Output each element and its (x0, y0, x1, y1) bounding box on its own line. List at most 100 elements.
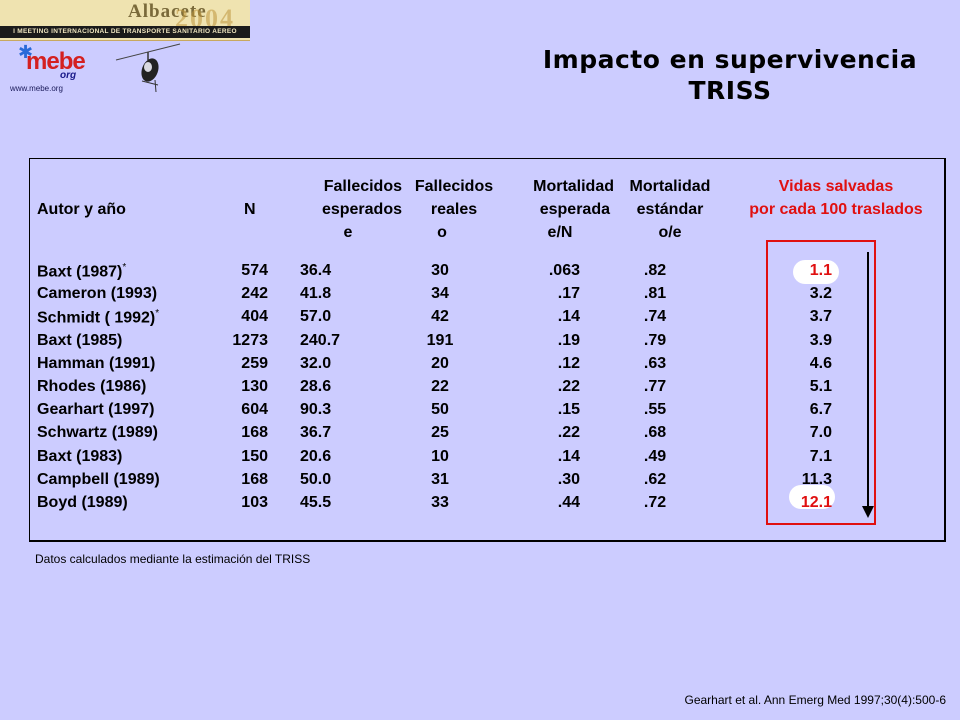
cell-n: 404 (241, 308, 268, 326)
cell-exp-mortality: .22 (557, 378, 580, 395)
cell-author: Baxt (1987)* (37, 262, 126, 281)
cell-std-mortality: .55 (643, 401, 667, 419)
cell-expected: 36.7 (300, 424, 332, 442)
results-table (29, 158, 946, 542)
cell-lives-saved: 3.7 (809, 308, 832, 326)
logo-suffix: org (60, 70, 77, 81)
helicopter-icon (115, 43, 181, 93)
cell-lives-saved: 12.1 (800, 494, 832, 511)
header-std-mortality-1: Mortalidad (629, 178, 711, 195)
header-real-1: Fallecidos (414, 178, 494, 195)
author-name: Schwartz (1989) (37, 424, 158, 442)
cell-lives-saved: 3.9 (809, 331, 832, 349)
cell-lives-saved: 7.0 (809, 424, 832, 442)
cell-std-mortality: .81 (643, 285, 667, 303)
cell-real: 191 (426, 331, 454, 349)
conference-banner: Albacete 2004 I MEETING INTERNACIONAL DE… (0, 0, 250, 41)
author-name: Schmidt ( 1992) (37, 309, 156, 327)
cell-std-mortality: .63 (643, 354, 667, 372)
author-name: Baxt (1987) (37, 263, 123, 281)
cell-author: Baxt (1985) (37, 332, 122, 350)
cell-exp-mortality: .44 (557, 494, 580, 511)
cell-author: Hamman (1991) (37, 355, 155, 373)
mebe-logo: ✱ mebe org www.mebe.org (8, 42, 98, 97)
cell-author: Schmidt ( 1992)* (37, 308, 159, 327)
slide-title: Impacto en supervivencia TRISS (500, 44, 960, 106)
cell-n: 150 (241, 447, 268, 465)
author-name: Gearhart (1997) (37, 401, 155, 419)
header-author: Autor y año (37, 201, 126, 218)
citation: Gearhart et al. Ann Emerg Med 1997;30(4)… (684, 693, 947, 707)
cell-n: 574 (241, 262, 268, 279)
cell-exp-mortality: .22 (557, 424, 580, 442)
cell-n: 168 (241, 470, 268, 488)
header-exp-mortality-1: Mortalidad (533, 178, 614, 195)
highlight-pill-first (793, 260, 839, 284)
cell-std-mortality: .82 (643, 262, 667, 279)
cell-std-mortality: .72 (643, 494, 667, 511)
cell-std-mortality: .68 (643, 424, 667, 442)
header-lives-saved-1: Vidas salvadas (778, 178, 894, 195)
cell-expected: 41.8 (300, 285, 332, 303)
cell-expected: 90.3 (300, 401, 332, 419)
header-std-mortality-2: estándar (636, 201, 704, 218)
cell-author: Rhodes (1986) (37, 378, 146, 396)
cell-author: Boyd (1989) (37, 494, 128, 512)
cell-author: Schwartz (1989) (37, 424, 158, 442)
author-name: Baxt (1985) (37, 331, 123, 349)
cell-lives-saved: 3.2 (809, 285, 832, 303)
header-expected-1: Fallecidos (323, 178, 402, 195)
cell-expected: 50.0 (300, 470, 332, 488)
author-name: Boyd (1989) (37, 494, 128, 511)
cell-std-mortality: .49 (643, 447, 667, 465)
author-footnote-mark: * (122, 262, 127, 273)
cell-real: 10 (431, 447, 449, 465)
cell-expected: 28.6 (300, 378, 332, 395)
cell-n: 168 (241, 424, 268, 442)
cell-expected: 45.5 (300, 494, 332, 511)
cell-real: 25 (431, 424, 449, 442)
highlight-box (766, 240, 876, 525)
cell-std-mortality: .79 (643, 331, 667, 349)
footnote: Datos calculados mediante la estimación … (35, 552, 311, 566)
header-expected-3: e (343, 224, 353, 241)
cell-real: 50 (431, 401, 449, 419)
banner-city: Albacete (128, 1, 207, 22)
cell-author: Gearhart (1997) (37, 401, 154, 419)
author-footnote-mark: * (155, 308, 160, 320)
cell-exp-mortality: .19 (557, 331, 580, 349)
cell-expected: 36.4 (300, 262, 332, 279)
cell-std-mortality: .62 (643, 470, 667, 488)
header-real-2: reales (430, 201, 478, 218)
header-exp-mortality-2: esperada (539, 201, 610, 218)
cell-real: 42 (431, 308, 449, 326)
header-n: N (244, 201, 256, 218)
cell-expected: 32.0 (300, 354, 332, 372)
cell-std-mortality: .74 (643, 308, 667, 326)
cell-author: Cameron (1993) (37, 285, 157, 303)
header-exp-mortality-3: e/N (547, 224, 573, 241)
logo-name: mebe (26, 48, 86, 75)
star-of-life-icon: ✱ (18, 42, 34, 62)
cell-n: 259 (241, 354, 268, 372)
cell-lives-saved: 6.7 (809, 401, 832, 419)
cell-exp-mortality: .14 (557, 308, 580, 326)
cell-real: 30 (431, 262, 449, 279)
cell-real: 33 (431, 494, 449, 511)
cell-expected: 20.6 (300, 447, 332, 465)
cell-lives-saved: 7.1 (809, 447, 832, 465)
cell-n: 604 (241, 401, 268, 419)
cell-exp-mortality: .15 (557, 401, 580, 419)
cell-n: 1273 (232, 331, 268, 349)
cell-lives-saved: 1.1 (809, 262, 832, 279)
header-expected-2: esperados (321, 201, 402, 218)
cell-n: 130 (241, 378, 268, 395)
author-name: Rhodes (1986) (37, 378, 147, 395)
logo-url: www.mebe.org (10, 84, 63, 93)
cell-expected: 240.7 (300, 331, 341, 349)
cell-exp-mortality: .12 (557, 354, 580, 372)
title-line-1: Impacto en supervivencia (542, 45, 918, 74)
cell-exp-mortality: .14 (557, 447, 580, 465)
cell-author: Baxt (1983) (37, 448, 122, 466)
cell-exp-mortality: .30 (557, 470, 580, 488)
